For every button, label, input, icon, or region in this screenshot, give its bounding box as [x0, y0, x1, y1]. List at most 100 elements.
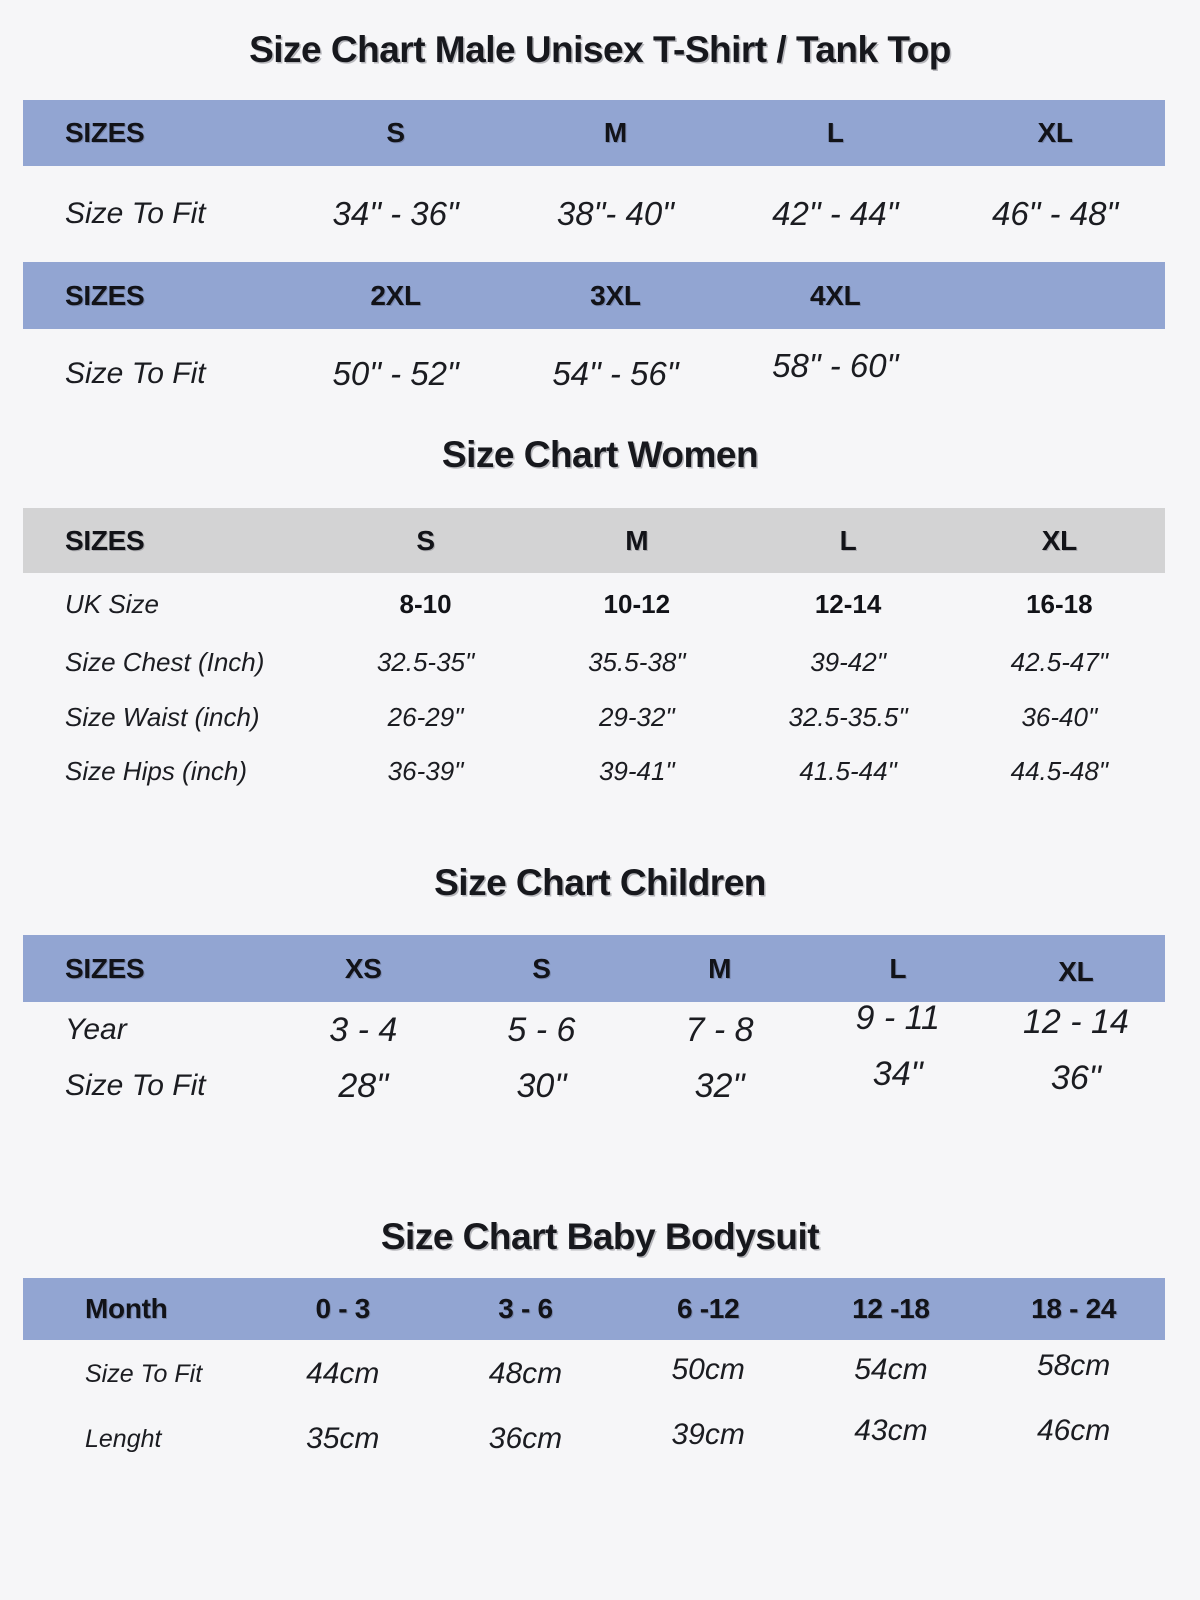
value-cell: 10-12 [603, 588, 671, 619]
row-label-cell: Size Waist (inch) [65, 701, 260, 732]
women-uk-size-row: UK Size 8-10 10-12 12-14 16-18 [23, 573, 1165, 635]
children-size-table: SIZES XS S M L XL Year 3 - 4 5 - 6 7 - 8… [23, 935, 1165, 1114]
header-cell-s: S [386, 117, 405, 148]
women-hips-row: Size Hips (inch) 36-39" 39-41" 41.5-44" … [23, 744, 1165, 798]
header-cell-s: S [416, 524, 435, 556]
value-cell: 44.5-48" [1010, 755, 1109, 786]
header-cell-xl: XL [1041, 524, 1077, 556]
value-cell: 12 - 14 [1022, 1002, 1129, 1041]
male-size-table-s-xl: SIZES S M L XL Size To Fit 34" - 36" 38"… [23, 100, 1165, 262]
value-cell: 43cm [854, 1414, 928, 1447]
value-cell: 38"- 40" [556, 195, 674, 232]
value-cell: 32.5-35.5" [788, 701, 908, 732]
value-cell: 44cm [306, 1357, 380, 1390]
header-cell-2xl: 2XL [370, 279, 421, 311]
women-chest-row: Size Chest (Inch) 32.5-35" 35.5-38" 39-4… [23, 635, 1165, 690]
header-cell-3xl: 3XL [590, 279, 641, 311]
baby-size-table: Month 0 - 3 3 - 6 6 -12 12 -18 18 - 24 S… [23, 1278, 1165, 1470]
value-cell: 28" [338, 1066, 389, 1105]
women-size-table: SIZES S M L XL UK Size 8-10 10-12 12-14 … [23, 508, 1165, 798]
value-cell: 36-39" [387, 755, 464, 786]
row-label-cell: Year [65, 1013, 127, 1046]
male-size-to-fit-row-2: Size To Fit 50" - 52" 54" - 56" 58" - 60… [23, 329, 1165, 419]
value-cell: 35cm [306, 1422, 380, 1455]
value-cell: 29-32" [598, 701, 675, 732]
header-cell-6-12: 6 -12 [677, 1293, 740, 1324]
header-cell-0-3: 0 - 3 [315, 1293, 371, 1324]
value-cell: 8-10 [399, 588, 452, 619]
value-cell: 39-41" [598, 755, 675, 786]
value-cell: 32" [694, 1066, 745, 1105]
header-cell-12-18: 12 -18 [852, 1293, 930, 1324]
header-cell-18-24: 18 - 24 [1031, 1293, 1117, 1324]
value-cell: 34" [872, 1054, 923, 1093]
value-cell: 54cm [854, 1353, 928, 1386]
section-title-baby-bodysuit: Size Chart Baby Bodysuit [380, 1216, 820, 1257]
header-cell-4xl: 4XL [810, 279, 861, 311]
value-cell: 58" - 60" [772, 347, 899, 384]
header-cell-l: L [826, 117, 844, 148]
value-cell: 41.5-44" [799, 755, 897, 786]
women-header-row: SIZES S M L XL [23, 508, 1165, 573]
value-cell: 30" [516, 1066, 567, 1105]
row-label-cell: Size To Fit [65, 357, 206, 390]
header-cell-xs: XS [344, 952, 382, 984]
header-cell-month: Month [85, 1293, 168, 1324]
section-title-children: Size Chart Children [434, 862, 766, 903]
children-size-to-fit-row: Size To Fit 28" 30" 32" 34" 36" [23, 1054, 1165, 1114]
value-cell: 54" - 56" [552, 355, 679, 392]
value-cell: 46cm [1036, 1414, 1111, 1447]
value-cell: 58cm [1036, 1349, 1111, 1382]
value-cell: 32.5-35" [376, 647, 475, 677]
value-cell: 34" - 36" [332, 195, 459, 232]
header-cell-l: L [889, 952, 907, 984]
baby-size-to-fit-row: Size To Fit 44cm 48cm 50cm 54cm 58cm [23, 1340, 1165, 1408]
header-cell-m: M [603, 117, 627, 148]
section-title-women: Size Chart Women [441, 434, 759, 475]
header-cell-xl: XL [1058, 955, 1094, 987]
row-label-cell: Size To Fit [65, 197, 206, 230]
value-cell: 9 - 11 [855, 998, 940, 1037]
children-header-row: SIZES XS S M L XL [23, 935, 1165, 1002]
row-label-cell: Size To Fit [85, 1359, 203, 1388]
header-cell-sizes: SIZES [65, 117, 145, 148]
value-cell: 5 - 6 [507, 1010, 576, 1049]
value-cell: 3 - 4 [329, 1010, 398, 1049]
header-cell-m: M [708, 952, 732, 984]
header-cell-l: L [839, 524, 857, 556]
value-cell: 26-29" [387, 701, 464, 732]
header-cell-sizes: SIZES [65, 279, 145, 311]
header-cell-xl: XL [1037, 117, 1073, 148]
value-cell: 48cm [488, 1357, 563, 1390]
women-waist-row: Size Waist (inch) 26-29" 29-32" 32.5-35.… [23, 690, 1165, 744]
male-size-table-2xl-4xl: SIZES 2XL 3XL 4XL Size To Fit 50" - 52" … [23, 262, 1165, 419]
row-label-cell: Size To Fit [65, 1069, 206, 1102]
value-cell: 42" - 44" [772, 195, 899, 232]
header-cell-s: S [532, 952, 551, 984]
value-cell: 36" [1050, 1058, 1101, 1097]
row-label-cell: Size Chest (Inch) [65, 647, 265, 677]
value-cell: 50" - 52" [332, 355, 459, 392]
row-label-cell: UK Size [65, 588, 159, 619]
section-title-male-unisex: Size Chart Male Unisex T-Shirt / Tank To… [249, 29, 951, 70]
male-size-to-fit-row: Size To Fit 34" - 36" 38"- 40" 42" - 44"… [23, 166, 1165, 262]
value-cell: 39cm [671, 1418, 745, 1451]
value-cell: 42.5-47" [1010, 647, 1109, 677]
header-cell-m: M [625, 524, 649, 556]
row-label-cell: Size Hips (inch) [65, 755, 248, 786]
value-cell: 36cm [488, 1422, 563, 1455]
header-cell-3-6: 3 - 6 [498, 1293, 553, 1324]
header-cell-sizes: SIZES [65, 952, 145, 984]
value-cell: 46" - 48" [991, 195, 1119, 232]
baby-header-row: Month 0 - 3 3 - 6 6 -12 12 -18 18 - 24 [23, 1278, 1165, 1340]
value-cell: 36-40" [1021, 701, 1098, 732]
male-header-row-2: SIZES 2XL 3XL 4XL [23, 262, 1165, 329]
value-cell: 12-14 [814, 588, 882, 619]
value-cell: 16-18 [1026, 588, 1093, 619]
male-header-row: SIZES S M L XL [23, 100, 1165, 166]
value-cell: 39-42" [810, 647, 886, 677]
value-cell: 7 - 8 [685, 1010, 754, 1049]
value-cell: 50cm [671, 1353, 745, 1386]
children-year-row: Year 3 - 4 5 - 6 7 - 8 9 - 11 12 - 14 [23, 998, 1165, 1058]
